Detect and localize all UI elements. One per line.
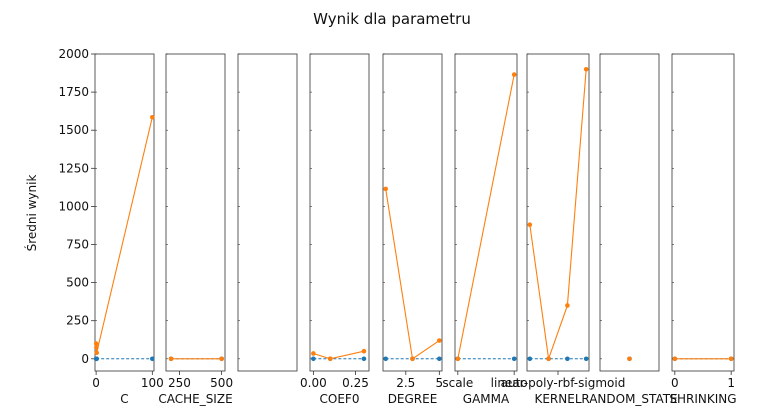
- panel: 2.5 5 DEGREE: [382, 53, 443, 406]
- series-point-orange: [511, 72, 517, 77]
- y-tick-label: 1500: [58, 123, 89, 137]
- panel-frame: [94, 53, 155, 372]
- x-tick-label: 100: [141, 376, 164, 390]
- series-point-blue: [583, 356, 589, 362]
- x-tick-label: 0: [671, 376, 679, 390]
- series-point-blue: [527, 356, 533, 362]
- series-point-orange: [361, 348, 367, 354]
- series-point-orange: [150, 114, 155, 120]
- x-axis-label: RANDOM_STATE: [581, 392, 677, 406]
- x-tick-label: auto: [501, 376, 528, 390]
- panel-frame: [671, 53, 735, 372]
- x-tick-label: scale: [442, 376, 473, 390]
- y-axis: 0 250 500 750 1000 1250 1500 1750 2000: [58, 47, 95, 366]
- x-tick-label: linear-poly-rbf-sigmoid: [491, 376, 626, 390]
- panels: 0 100 C 250 500 CACHE_SIZE 0.00 0.25 COEF0 2.5 5 DE…: [92, 53, 737, 406]
- panel-frame: [382, 53, 443, 372]
- series-point-orange: [672, 356, 678, 362]
- panel: linear-poly-rbf-sigmoid KERNEL: [491, 53, 626, 406]
- series-point-blue: [511, 356, 517, 362]
- x-tick-label: 1: [727, 376, 735, 390]
- x-tick-label: 2.5: [396, 376, 415, 390]
- series-point-orange: [219, 356, 224, 362]
- y-tick-label: 250: [66, 314, 89, 328]
- x-tick-label: 0.25: [342, 376, 369, 390]
- series-point-blue: [383, 356, 388, 362]
- panel: [237, 53, 298, 372]
- series-point-blue: [361, 356, 367, 362]
- series-point-orange: [327, 356, 333, 362]
- series-point-orange: [383, 186, 388, 192]
- series-point-orange: [627, 356, 632, 362]
- series-point-orange: [455, 356, 461, 362]
- panel-frame: [526, 53, 590, 372]
- x-axis-label: KERNEL: [534, 392, 581, 406]
- series-point-orange: [168, 356, 174, 362]
- x-axis-label: SHRINKING: [669, 392, 736, 406]
- series-point-blue: [437, 356, 442, 362]
- series-line-orange: [457, 74, 515, 359]
- panel-frame: [237, 53, 298, 372]
- panel: 0.00 0.25 COEF0: [300, 53, 370, 406]
- series-point-blue: [565, 356, 570, 362]
- chart-title: Wynik dla parametru: [313, 10, 471, 28]
- y-axis-label: Średni wynik: [24, 175, 39, 252]
- series-point-orange: [93, 341, 99, 346]
- series-line-orange: [95, 117, 153, 353]
- panel: 0 100 C: [92, 53, 164, 406]
- y-tick-label: 1750: [58, 85, 89, 99]
- series-point-orange: [728, 356, 734, 362]
- x-tick-label: 0.00: [300, 376, 327, 390]
- series-point-orange: [437, 338, 442, 343]
- panel-frame: [454, 53, 518, 372]
- series-point-orange: [546, 356, 551, 362]
- series-line-orange: [385, 188, 440, 360]
- series-point-orange: [527, 222, 533, 227]
- series-line-orange: [313, 350, 365, 360]
- series-point-orange: [311, 351, 316, 356]
- y-tick-label: 500: [66, 276, 89, 290]
- x-tick-label: 0: [92, 376, 100, 390]
- x-tick-label: 250: [168, 376, 191, 390]
- y-tick-label: 2000: [58, 47, 89, 61]
- series-point-blue: [150, 356, 155, 362]
- panel: scale auto GAMMA: [442, 53, 528, 406]
- x-axis-label: DEGREE: [388, 392, 438, 406]
- panel-frame: [309, 53, 370, 372]
- panel-frame: [599, 53, 660, 372]
- x-axis-label: COEF0: [320, 392, 360, 406]
- x-axis-label: GAMMA: [463, 392, 510, 406]
- y-tick-label: 1250: [58, 161, 89, 175]
- series-point-orange: [94, 350, 99, 356]
- panel-frame: [165, 53, 226, 372]
- series-point-orange: [583, 66, 589, 72]
- series-point-blue: [94, 356, 99, 362]
- series-point-blue: [311, 356, 316, 362]
- series-point-orange: [565, 303, 570, 308]
- y-tick-label: 0: [81, 352, 89, 366]
- x-axis-label: CACHE_SIZE: [158, 392, 232, 406]
- x-tick-label: 500: [210, 376, 233, 390]
- x-axis-label: C: [120, 392, 128, 406]
- series-line-orange: [529, 69, 587, 359]
- panel: 250 500 CACHE_SIZE: [158, 53, 233, 406]
- series-point-orange: [94, 345, 99, 350]
- panel: RANDOM_STATE: [581, 53, 678, 406]
- y-tick-label: 1000: [58, 199, 89, 213]
- x-tick-label: 5: [435, 376, 443, 390]
- series-point-orange: [410, 356, 415, 362]
- y-tick-label: 750: [66, 238, 89, 252]
- panel: 0 1 SHRINKING: [669, 53, 737, 406]
